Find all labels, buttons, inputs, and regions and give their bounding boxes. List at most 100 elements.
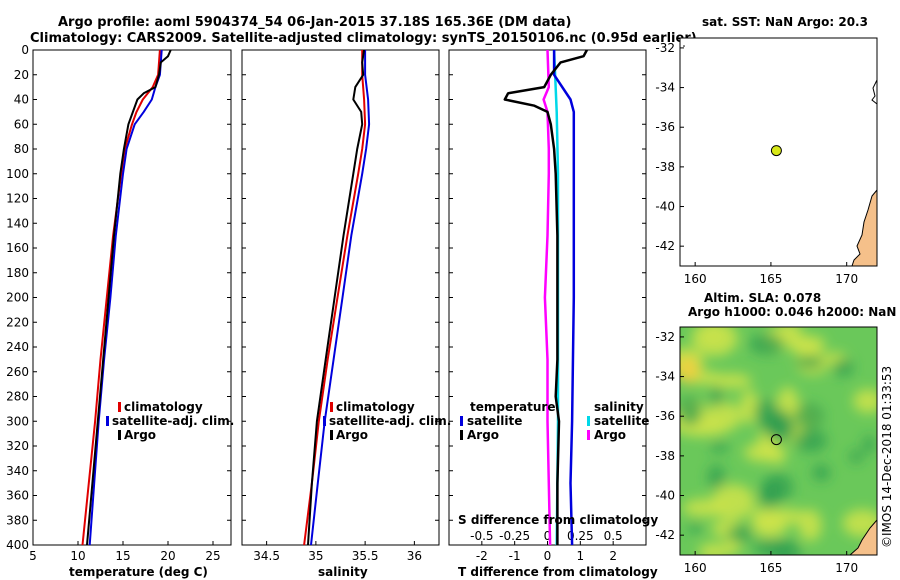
- depth-tick-label: 0: [21, 43, 29, 57]
- x-tick-label: 20: [160, 549, 175, 563]
- sla-low-blob: [793, 428, 828, 453]
- salinity-x-axis: 34.5 35 35.5 36: [253, 541, 422, 563]
- sla-high-blob: [703, 401, 742, 432]
- map-x-tick-label: 170: [835, 561, 858, 575]
- legend-climatology: climatology: [124, 400, 203, 414]
- map-y-tick-label: -38: [655, 160, 675, 174]
- series-argo: [307, 49, 366, 546]
- depth-tick-label: 20: [14, 68, 29, 82]
- x-tick-label: 0: [544, 549, 552, 563]
- argo-location-ring: [770, 434, 782, 446]
- legend-mark-argo: [118, 430, 121, 440]
- legend-mark-s-argo: [587, 430, 590, 440]
- sst-map-title: sat. SST: NaN Argo: 20.3: [702, 15, 868, 29]
- sla-heatmap: [680, 327, 877, 555]
- sla-land: [849, 519, 877, 555]
- depth-tick-label: 180: [6, 266, 29, 280]
- sla-high-blob: [740, 389, 759, 424]
- legend-mark-argo: [330, 430, 333, 440]
- x-tick-label: 34.5: [253, 549, 280, 563]
- sla-low-blob: [833, 358, 854, 377]
- sla-peak-blob: [680, 356, 700, 384]
- sla-low-blob: [707, 464, 726, 490]
- sla-high-blob: [788, 339, 818, 354]
- series-climatology: [303, 50, 367, 546]
- legend-mark-s-satellite: [587, 416, 590, 426]
- map-y-tick-label: -40: [655, 200, 675, 214]
- depth-tick-label: 120: [6, 192, 29, 206]
- sst-map-axes: 160 165 170 -32 -34 -36 -38 -40 -42: [655, 41, 858, 286]
- series-t-satellite: [552, 50, 576, 546]
- legend-mark-climatology: [330, 402, 333, 412]
- land-outline: [871, 79, 878, 106]
- temperature-legend: climatology satellite-adj. clim. Argo: [106, 400, 234, 442]
- sla-low-blob: [680, 396, 702, 427]
- map-x-tick-label: 170: [835, 272, 858, 286]
- difference-series: [503, 49, 589, 546]
- legend-satellite: satellite-adj. clim.: [112, 414, 234, 428]
- map-x-tick-label: 160: [684, 561, 707, 575]
- sla-low-blob: [688, 522, 703, 534]
- map-x-tick-label: 165: [759, 561, 782, 575]
- sla-low-blob: [762, 473, 794, 502]
- map-y-tick-label: -32: [655, 41, 675, 55]
- map-y-tick-label: -38: [655, 449, 675, 463]
- depth-tick-label: 200: [6, 291, 29, 305]
- argo-location-marker: [770, 145, 782, 157]
- map-x-tick-label: 165: [759, 272, 782, 286]
- legend-s-satellite: satellite: [594, 414, 649, 428]
- x-tick-label: 5: [29, 549, 37, 563]
- depth-tick-label: 80: [14, 142, 29, 156]
- sla-high-blob: [764, 508, 808, 525]
- depth-tick-label: 360: [6, 489, 29, 503]
- header-line2: Climatology: CARS2009. Satellite-adjuste…: [30, 31, 697, 46]
- s-difference-axis: -0.5 -0.25 0 0.25 0.5: [470, 529, 623, 543]
- sla-low-blob: [726, 524, 754, 543]
- sla-low-blob: [849, 449, 864, 464]
- map-y-tick-label: -36: [655, 409, 675, 423]
- sla-high-blob: [698, 542, 729, 555]
- depth-tick-label: 140: [6, 216, 29, 230]
- sla-map-title2: Argo h1000: 0.046 h2000: NaN: [688, 305, 896, 319]
- legend-mark-satellite: [323, 416, 326, 426]
- x-tick-label: -1: [509, 549, 521, 563]
- temperature-x-axis: 5 10 15 20 25: [29, 541, 221, 563]
- x-tick-label: 1: [577, 549, 585, 563]
- sla-map-title1: Altim. SLA: 0.078: [704, 291, 821, 305]
- sla-high-blob: [703, 329, 723, 342]
- depth-tick-label: 280: [6, 390, 29, 404]
- x-tick-label: 15: [115, 549, 130, 563]
- imos-credit: ©IMOS 14-Dec-2018 01:33:53: [880, 366, 894, 548]
- series-argo: [86, 49, 172, 546]
- series-satellite-adj-clim: [310, 50, 371, 546]
- legend-argo: Argo: [124, 428, 156, 442]
- s-tick-label: -0.5: [470, 529, 493, 543]
- temperature-series: [81, 49, 172, 546]
- x-tick-label: 2: [609, 549, 617, 563]
- depth-tick-label: 260: [6, 365, 29, 379]
- legend-mark-climatology: [118, 402, 121, 412]
- difference-xlabel: T difference from climatology: [458, 565, 658, 579]
- map-y-tick-label: -34: [655, 370, 675, 384]
- depth-tick-label: 40: [14, 93, 29, 107]
- depth-tick-label: 320: [6, 439, 29, 453]
- sla-blobs: [680, 327, 877, 555]
- depth-tick-label: 240: [6, 340, 29, 354]
- sla-high-blob: [743, 443, 782, 462]
- sla-low-blob: [749, 333, 785, 355]
- legend-climatology: climatology: [336, 400, 415, 414]
- x-tick-label: -2: [476, 549, 488, 563]
- depth-tick-label: 340: [6, 464, 29, 478]
- legend-t-argo: Argo: [467, 428, 499, 442]
- sla-high-blob: [682, 498, 727, 518]
- map-x-tick-label: 160: [684, 272, 707, 286]
- legend-satellite: satellite-adj. clim.: [329, 414, 451, 428]
- series-satellite-adj-clim: [88, 49, 163, 546]
- sla-low-blob: [812, 464, 831, 482]
- depth-tick-label: 160: [6, 241, 29, 255]
- map-y-tick-label: -40: [655, 489, 675, 503]
- salinity-xlabel: salinity: [318, 565, 368, 579]
- land-nz: [851, 188, 878, 267]
- sla-low-blob: [773, 539, 801, 555]
